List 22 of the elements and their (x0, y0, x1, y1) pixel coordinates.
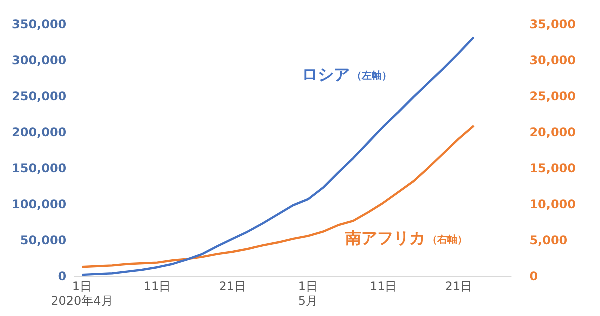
series-label: ロシア（左軸） (302, 64, 392, 84)
y-tick-label: 300,000 (12, 53, 67, 68)
x-tick-label: 21日 (445, 280, 473, 294)
y2-tick-label: 0 (530, 269, 538, 284)
x-tick-label: 1日 5月 (298, 280, 318, 308)
x-tick-label: 21日 (219, 280, 247, 294)
y2-tick-label: 20,000 (530, 125, 576, 140)
y-tick-label: 200,000 (12, 125, 67, 140)
y2-tick-label: 30,000 (530, 53, 576, 68)
y-tick-label: 100,000 (12, 197, 67, 212)
y-tick-label: 350,000 (12, 17, 67, 32)
series-label: 南アフリカ（右軸） (344, 228, 468, 248)
y2-tick-label: 25,000 (530, 89, 576, 104)
y2-tick-label: 35,000 (530, 17, 576, 32)
x-tick-label: 11日 (370, 280, 398, 294)
y-tick-label: 250,000 (12, 89, 67, 104)
y-tick-label: 150,000 (12, 161, 67, 176)
x-tick-label: 11日 (144, 280, 172, 294)
y2-tick-label: 5,000 (530, 233, 568, 248)
y2-tick-label: 10,000 (530, 197, 576, 212)
y-tick-label: 50,000 (20, 233, 67, 248)
y2-tick-label: 15,000 (530, 161, 576, 176)
